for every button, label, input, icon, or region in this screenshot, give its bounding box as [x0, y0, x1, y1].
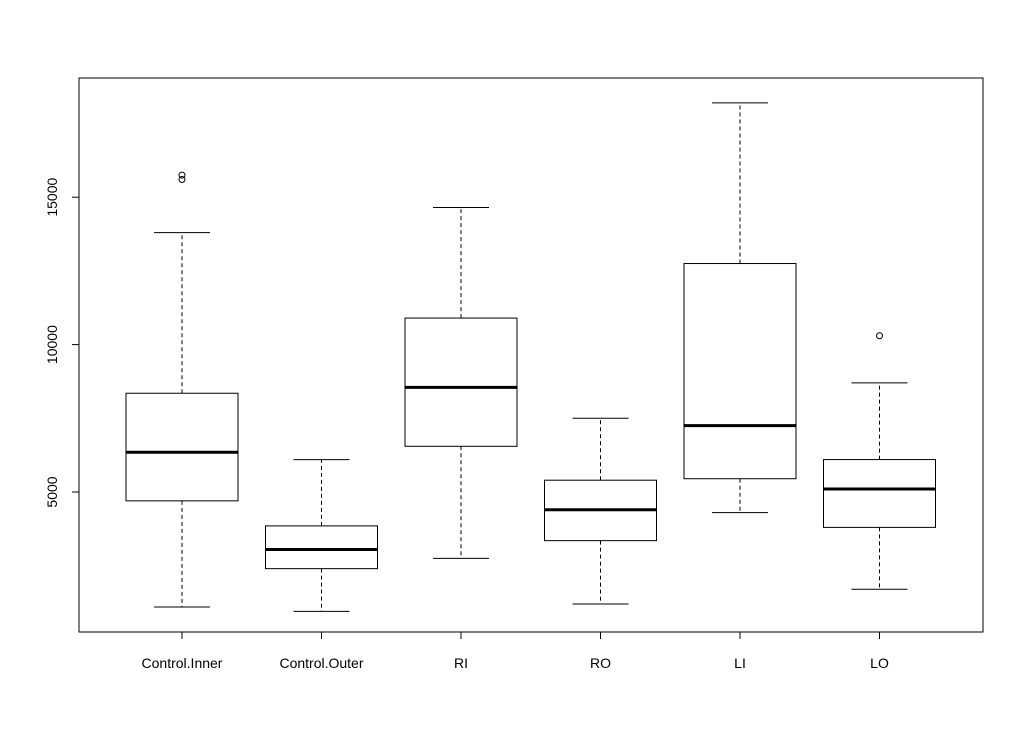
category-label: RI [454, 655, 468, 671]
category-label: Control.Outer [279, 655, 363, 671]
outlier-point [876, 332, 883, 340]
y-tick-label: 15000 [44, 178, 60, 217]
outlier-point [178, 171, 186, 179]
box-lo [823, 332, 936, 590]
iqr-box [125, 392, 239, 502]
category-label: LO [870, 655, 889, 671]
box-control-outer [265, 459, 378, 612]
category-label: Control.Inner [142, 655, 223, 671]
box-ro [544, 417, 657, 605]
category-label: LI [734, 655, 746, 671]
iqr-box [823, 459, 936, 528]
box-control-inner [125, 171, 239, 608]
y-tick-label: 10000 [44, 325, 60, 364]
iqr-box [683, 263, 797, 480]
category-label: RO [590, 655, 611, 671]
box-ri [404, 207, 518, 559]
y-axis: 5000 10000 15000 [44, 178, 79, 508]
boxes-group [125, 102, 936, 612]
iqr-box [404, 317, 518, 447]
plot-frame [78, 77, 984, 633]
iqr-box [265, 525, 378, 570]
box-li [683, 102, 797, 514]
y-tick-label: 5000 [44, 476, 60, 507]
x-axis: Control.Inner Control.Outer RI RO LI LO [142, 632, 889, 671]
outlier-point [178, 176, 186, 184]
